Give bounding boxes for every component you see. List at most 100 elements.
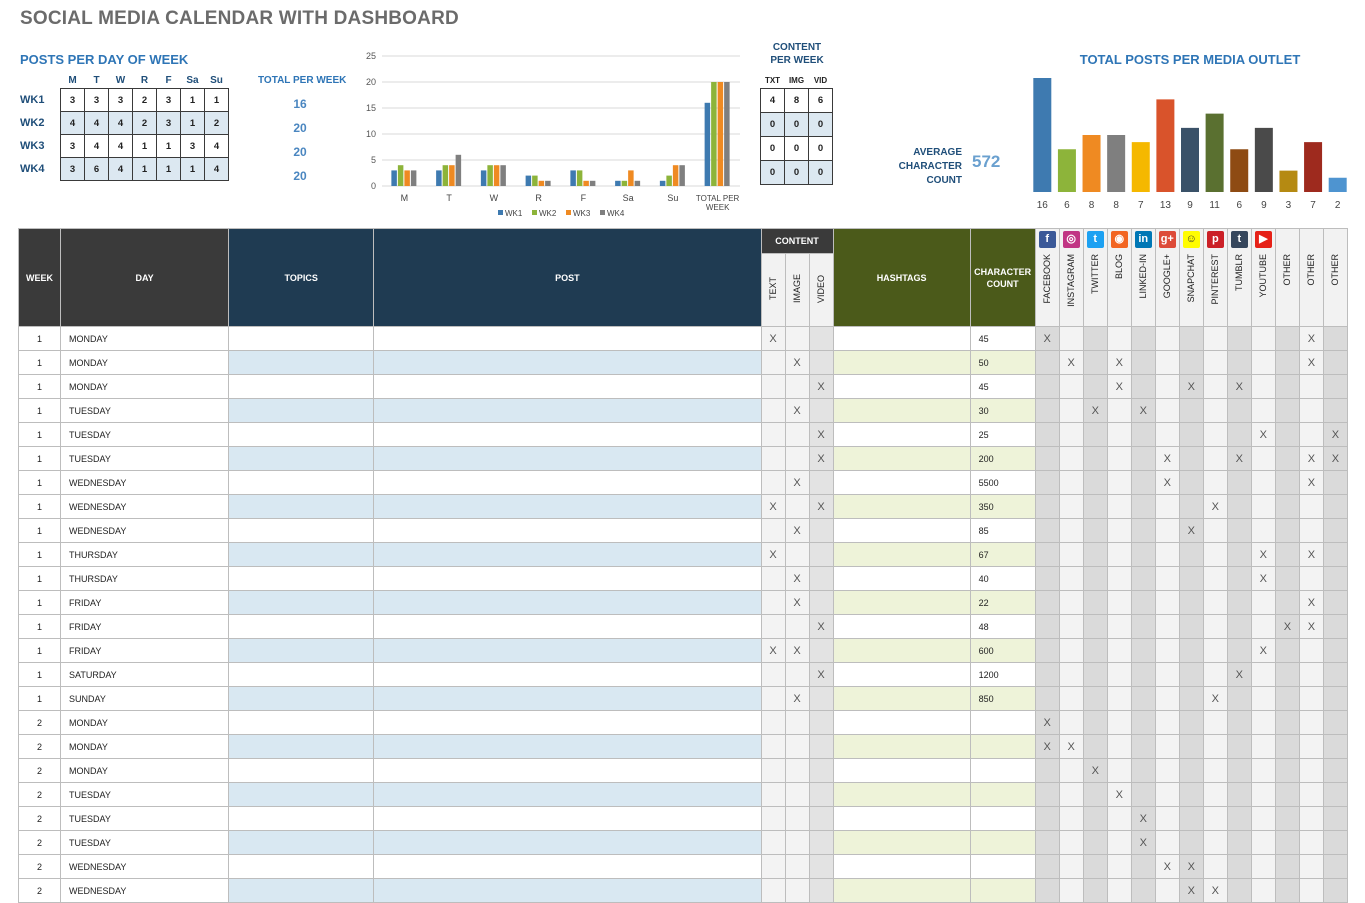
media-cell[interactable] bbox=[1322, 710, 1349, 735]
content-cell[interactable] bbox=[808, 854, 834, 879]
post-cell[interactable] bbox=[373, 590, 762, 615]
week-cell[interactable]: 1 bbox=[17, 614, 62, 639]
hashtags-cell[interactable] bbox=[832, 326, 971, 351]
media-cell[interactable] bbox=[1058, 758, 1084, 783]
content-cell[interactable] bbox=[760, 806, 786, 831]
hashtags-cell[interactable] bbox=[832, 494, 971, 519]
media-cell[interactable] bbox=[1058, 878, 1084, 903]
content-cell[interactable] bbox=[784, 782, 810, 807]
media-cell[interactable] bbox=[1058, 494, 1084, 519]
media-cell[interactable] bbox=[1250, 470, 1276, 495]
content-cell[interactable]: X bbox=[784, 686, 810, 711]
media-cell[interactable] bbox=[1274, 734, 1300, 759]
media-cell[interactable]: X bbox=[1202, 878, 1228, 903]
media-cell[interactable] bbox=[1202, 782, 1228, 807]
topics-cell[interactable] bbox=[228, 494, 375, 519]
media-cell[interactable] bbox=[1154, 758, 1180, 783]
post-cell[interactable] bbox=[373, 374, 762, 399]
media-cell[interactable] bbox=[1106, 422, 1132, 447]
media-cell[interactable] bbox=[1082, 686, 1108, 711]
media-cell[interactable] bbox=[1082, 734, 1108, 759]
media-cell[interactable] bbox=[1130, 542, 1156, 567]
media-cell[interactable] bbox=[1298, 518, 1324, 543]
week-cell[interactable]: 1 bbox=[17, 398, 62, 423]
character-count-cell[interactable] bbox=[969, 782, 1036, 807]
media-cell[interactable] bbox=[1322, 830, 1349, 855]
day-cell[interactable]: FRIDAY bbox=[60, 638, 230, 663]
media-cell[interactable]: X bbox=[1250, 422, 1276, 447]
content-cell[interactable] bbox=[808, 710, 834, 735]
day-cell[interactable]: SATURDAY bbox=[60, 662, 230, 687]
day-cell[interactable]: MONDAY bbox=[60, 326, 230, 351]
media-cell[interactable] bbox=[1202, 614, 1228, 639]
media-cell[interactable] bbox=[1034, 878, 1060, 903]
week-cell[interactable]: 1 bbox=[17, 638, 62, 663]
content-cell[interactable]: X bbox=[784, 566, 810, 591]
media-cell[interactable] bbox=[1274, 494, 1300, 519]
post-cell[interactable] bbox=[373, 566, 762, 591]
day-cell[interactable]: WEDNESDAY bbox=[60, 494, 230, 519]
character-count-cell[interactable] bbox=[969, 854, 1036, 879]
media-cell[interactable] bbox=[1322, 806, 1349, 831]
character-count-cell[interactable]: 30 bbox=[969, 398, 1036, 423]
character-count-cell[interactable]: 200 bbox=[969, 446, 1036, 471]
character-count-cell[interactable]: 5500 bbox=[969, 470, 1036, 495]
media-cell[interactable] bbox=[1058, 830, 1084, 855]
content-cell[interactable] bbox=[784, 806, 810, 831]
media-cell[interactable] bbox=[1154, 782, 1180, 807]
media-cell[interactable] bbox=[1250, 758, 1276, 783]
day-cell[interactable]: MONDAY bbox=[60, 758, 230, 783]
topics-cell[interactable] bbox=[228, 614, 375, 639]
week-cell[interactable]: 2 bbox=[17, 806, 62, 831]
media-cell[interactable] bbox=[1250, 734, 1276, 759]
media-cell[interactable]: X bbox=[1154, 854, 1180, 879]
media-cell[interactable] bbox=[1106, 662, 1132, 687]
media-cell[interactable] bbox=[1154, 398, 1180, 423]
content-cell[interactable] bbox=[808, 686, 834, 711]
media-cell[interactable] bbox=[1322, 614, 1349, 639]
media-cell[interactable]: X bbox=[1298, 326, 1324, 351]
content-cell[interactable] bbox=[760, 374, 786, 399]
media-cell[interactable] bbox=[1178, 494, 1204, 519]
media-cell[interactable] bbox=[1250, 662, 1276, 687]
character-count-cell[interactable] bbox=[969, 758, 1036, 783]
media-cell[interactable] bbox=[1274, 518, 1300, 543]
media-cell[interactable]: X bbox=[1202, 686, 1228, 711]
media-cell[interactable] bbox=[1178, 566, 1204, 591]
media-cell[interactable] bbox=[1322, 686, 1349, 711]
week-cell[interactable]: 1 bbox=[17, 350, 62, 375]
post-cell[interactable] bbox=[373, 638, 762, 663]
content-cell[interactable] bbox=[760, 398, 786, 423]
media-cell[interactable] bbox=[1082, 326, 1108, 351]
media-cell[interactable] bbox=[1274, 662, 1300, 687]
media-cell[interactable] bbox=[1034, 662, 1060, 687]
media-cell[interactable] bbox=[1154, 638, 1180, 663]
content-cell[interactable]: X bbox=[784, 470, 810, 495]
media-cell[interactable] bbox=[1322, 326, 1349, 351]
media-cell[interactable] bbox=[1226, 710, 1252, 735]
media-cell[interactable] bbox=[1202, 422, 1228, 447]
media-cell[interactable] bbox=[1274, 566, 1300, 591]
media-cell[interactable] bbox=[1178, 350, 1204, 375]
day-cell[interactable]: TUESDAY bbox=[60, 830, 230, 855]
media-cell[interactable] bbox=[1130, 734, 1156, 759]
media-cell[interactable]: X bbox=[1082, 758, 1108, 783]
media-cell[interactable] bbox=[1130, 470, 1156, 495]
post-cell[interactable] bbox=[373, 422, 762, 447]
media-cell[interactable] bbox=[1034, 566, 1060, 591]
content-cell[interactable] bbox=[784, 830, 810, 855]
media-cell[interactable] bbox=[1250, 614, 1276, 639]
media-cell[interactable] bbox=[1130, 518, 1156, 543]
media-cell[interactable] bbox=[1154, 710, 1180, 735]
hashtags-cell[interactable] bbox=[832, 566, 971, 591]
media-cell[interactable] bbox=[1154, 614, 1180, 639]
media-cell[interactable] bbox=[1058, 782, 1084, 807]
topics-cell[interactable] bbox=[228, 374, 375, 399]
media-cell[interactable] bbox=[1250, 806, 1276, 831]
content-cell[interactable] bbox=[808, 326, 834, 351]
media-cell[interactable] bbox=[1058, 518, 1084, 543]
media-cell[interactable] bbox=[1130, 590, 1156, 615]
media-cell[interactable] bbox=[1154, 830, 1180, 855]
media-cell[interactable] bbox=[1298, 686, 1324, 711]
media-cell[interactable] bbox=[1202, 662, 1228, 687]
